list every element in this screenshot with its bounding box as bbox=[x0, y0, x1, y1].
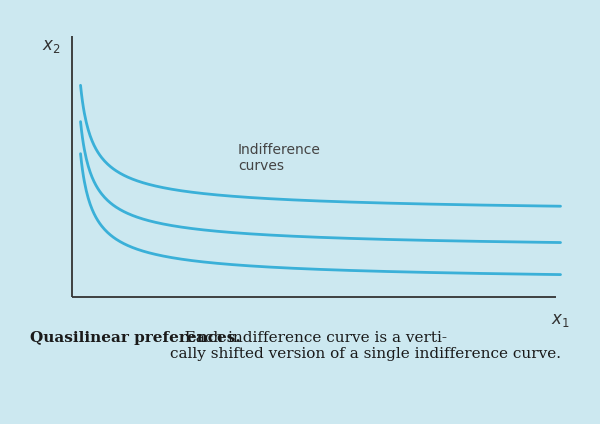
Text: Each indifference curve is a verti-
cally shifted version of a single indifferen: Each indifference curve is a verti- call… bbox=[170, 331, 561, 361]
Text: $x_2$: $x_2$ bbox=[41, 37, 60, 55]
Text: Quasilinear preferences.: Quasilinear preferences. bbox=[30, 331, 241, 345]
Text: Indifference
curves: Indifference curves bbox=[238, 143, 321, 173]
Text: $x_1$: $x_1$ bbox=[551, 311, 570, 329]
